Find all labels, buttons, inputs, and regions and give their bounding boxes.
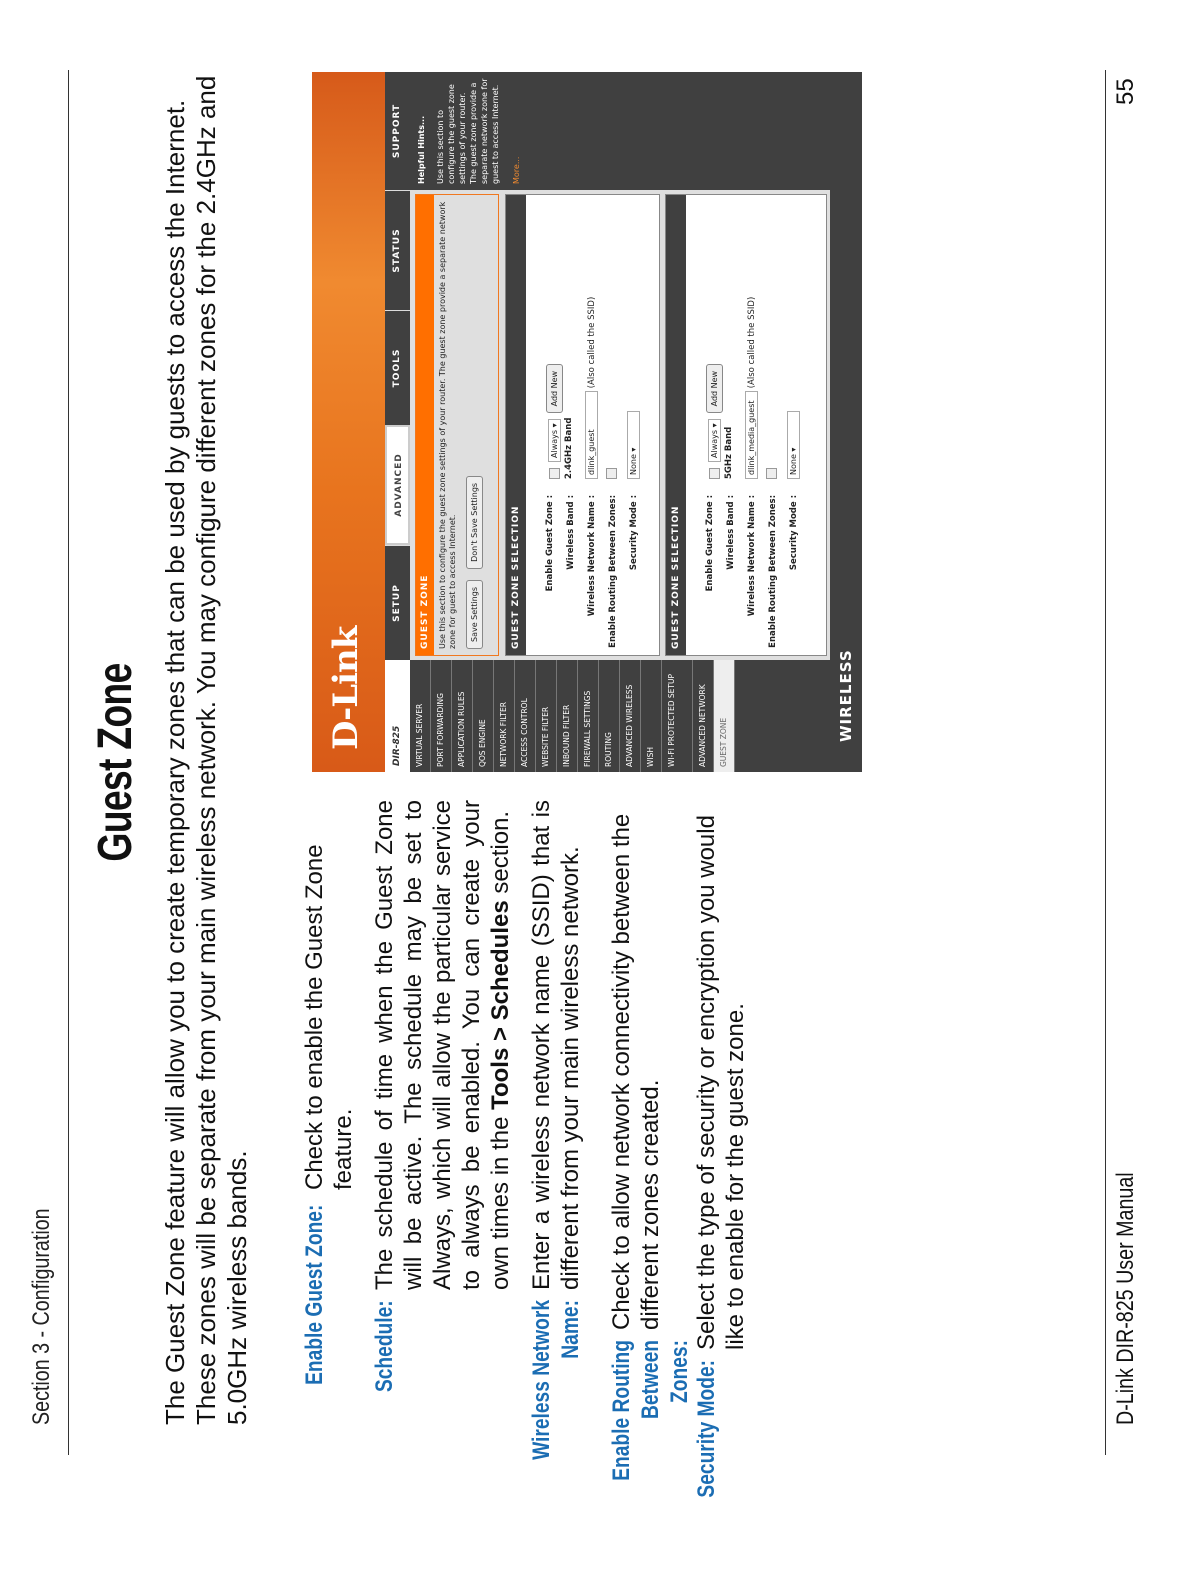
router-screenshot: D-Link SETUP ADVANCED TOOLS STATUS SUPPO…: [312, 72, 862, 772]
term-label: Schedule:: [371, 1300, 398, 1392]
term-desc: Check to allow network connectivity betw…: [608, 813, 664, 1330]
schedule-dropdown[interactable]: Always ▾: [548, 419, 561, 462]
sidebar-item[interactable]: WISH: [641, 660, 662, 772]
guest-zone-selection-24ghz: GUEST ZONE SELECTION Enable Guest Zone :…: [505, 194, 660, 656]
ssid-note: (Also called the SSID): [587, 296, 597, 389]
header-divider: [68, 70, 69, 1455]
sidebar-item[interactable]: ACCESS CONTROL: [515, 660, 536, 772]
guest-zone-panel: GUEST ZONE Use this section to configure…: [415, 194, 499, 656]
page-number: 55: [1112, 78, 1139, 105]
enable-guest-zone-checkbox[interactable]: [549, 468, 560, 479]
security-mode-dropdown[interactable]: None ▾: [787, 411, 800, 479]
main-content: GUEST ZONE Use this section to configure…: [410, 190, 830, 660]
dont-save-settings-button[interactable]: Don't Save Settings: [466, 475, 483, 569]
sidebar-item[interactable]: PORT FORWARDING: [431, 660, 452, 772]
dlink-logo: D-Link: [326, 626, 366, 750]
sidebar-item[interactable]: ROUTING: [599, 660, 620, 772]
enable-label: Enable Guest Zone :: [705, 495, 715, 592]
helpful-hints: Helpful Hints... Use this section to con…: [410, 72, 830, 190]
tab-tools[interactable]: TOOLS: [385, 310, 410, 425]
hints-title: Helpful Hints...: [417, 115, 426, 184]
term-desc: Select the type of security or encryptio…: [693, 815, 749, 1350]
routing-label: Enable Routing Between Zones:: [768, 495, 778, 648]
ssid-input[interactable]: dlink_guest: [585, 391, 598, 479]
hints-text: Use this section to configure the guest …: [436, 78, 500, 184]
tab-setup[interactable]: SETUP: [385, 545, 410, 660]
tab-support[interactable]: SUPPORT: [392, 103, 402, 159]
term-desc: Enter a wireless network name (SSID) tha…: [528, 800, 584, 1290]
sidebar-item[interactable]: QOS ENGINE: [473, 660, 494, 772]
band-label: Wireless Band :: [566, 495, 576, 570]
term-desc: Check to enable the Guest Zone feature.: [301, 844, 357, 1190]
sidebar-item[interactable]: NETWORK FILTER: [494, 660, 515, 772]
manual-title: D-Link DIR-825 User Manual: [1112, 1172, 1139, 1425]
term-label: Enable Guest Zone:: [301, 1205, 328, 1386]
security-label: Security Mode :: [629, 495, 639, 571]
term-desc: The schedule of time when the Guest Zone…: [371, 800, 514, 1290]
wireless-footer: WIRELESS: [830, 72, 862, 772]
schedule-dropdown[interactable]: Always ▾: [708, 419, 721, 462]
guest-zone-heading: GUEST ZONE: [416, 195, 434, 655]
ssid-input[interactable]: dlink_media_guest: [745, 391, 758, 479]
footer-divider: [1105, 70, 1106, 1455]
routing-checkbox[interactable]: [606, 468, 617, 479]
sidebar-item[interactable]: VIRTUAL SERVER: [410, 660, 431, 772]
enable-label: Enable Guest Zone :: [545, 495, 555, 592]
section-heading: GUEST ZONE SELECTION: [666, 195, 686, 655]
ssid-label: Wireless Network Name :: [587, 495, 597, 617]
ssid-label: Wireless Network Name :: [747, 495, 757, 617]
sidebar-item[interactable]: WI-FI PROTECTED SETUP: [662, 660, 693, 772]
more-link[interactable]: More...: [512, 156, 521, 184]
dlink-banner: D-Link: [312, 72, 385, 772]
sidebar-item[interactable]: ADVANCED WIRELESS: [620, 660, 641, 772]
sidebar-item[interactable]: FIREWALL SETTINGS: [578, 660, 599, 772]
guest-zone-selection-5ghz: GUEST ZONE SELECTION Enable Guest Zone :…: [665, 194, 827, 656]
term-label: Enable Routing Between Zones:: [608, 1340, 693, 1481]
band-label: Wireless Band :: [726, 495, 736, 570]
security-label: Security Mode :: [789, 495, 799, 571]
term-label: Security Mode:: [693, 1360, 720, 1498]
routing-checkbox[interactable]: [766, 468, 777, 479]
section-heading: GUEST ZONE SELECTION: [506, 195, 526, 655]
save-settings-button[interactable]: Save Settings: [466, 580, 483, 649]
sidebar-item[interactable]: ADVANCED NETWORK: [693, 660, 714, 772]
guest-zone-text: Use this section to configure the guest …: [438, 201, 457, 649]
term-label: Wireless Network Name:: [528, 1300, 584, 1460]
sidebar-item-selected[interactable]: GUEST ZONE: [714, 660, 735, 772]
routing-label: Enable Routing Between Zones:: [608, 495, 618, 648]
model-label: DIR-825: [385, 660, 410, 772]
sidebar-item[interactable]: APPLICATION RULES: [452, 660, 473, 772]
band-value: 2.4GHz Band: [564, 417, 574, 479]
tab-advanced[interactable]: ADVANCED: [385, 425, 410, 545]
section-header: Section 3 - Configuration: [28, 1208, 55, 1425]
band-value: 5GHz Band: [724, 426, 734, 479]
sidebar-item[interactable]: INBOUND FILTER: [557, 660, 578, 772]
tab-status[interactable]: STATUS: [385, 190, 410, 310]
enable-guest-zone-checkbox[interactable]: [709, 468, 720, 479]
page-title: Guest Zone: [89, 663, 142, 862]
ssid-note: (Also called the SSID): [747, 296, 757, 389]
intro-paragraph: The Guest Zone feature will allow you to…: [160, 75, 252, 1425]
security-mode-dropdown[interactable]: None ▾: [627, 411, 640, 479]
sidebar: VIRTUAL SERVER PORT FORWARDING APPLICATI…: [410, 660, 830, 772]
sidebar-item[interactable]: WEBSITE FILTER: [536, 660, 557, 772]
